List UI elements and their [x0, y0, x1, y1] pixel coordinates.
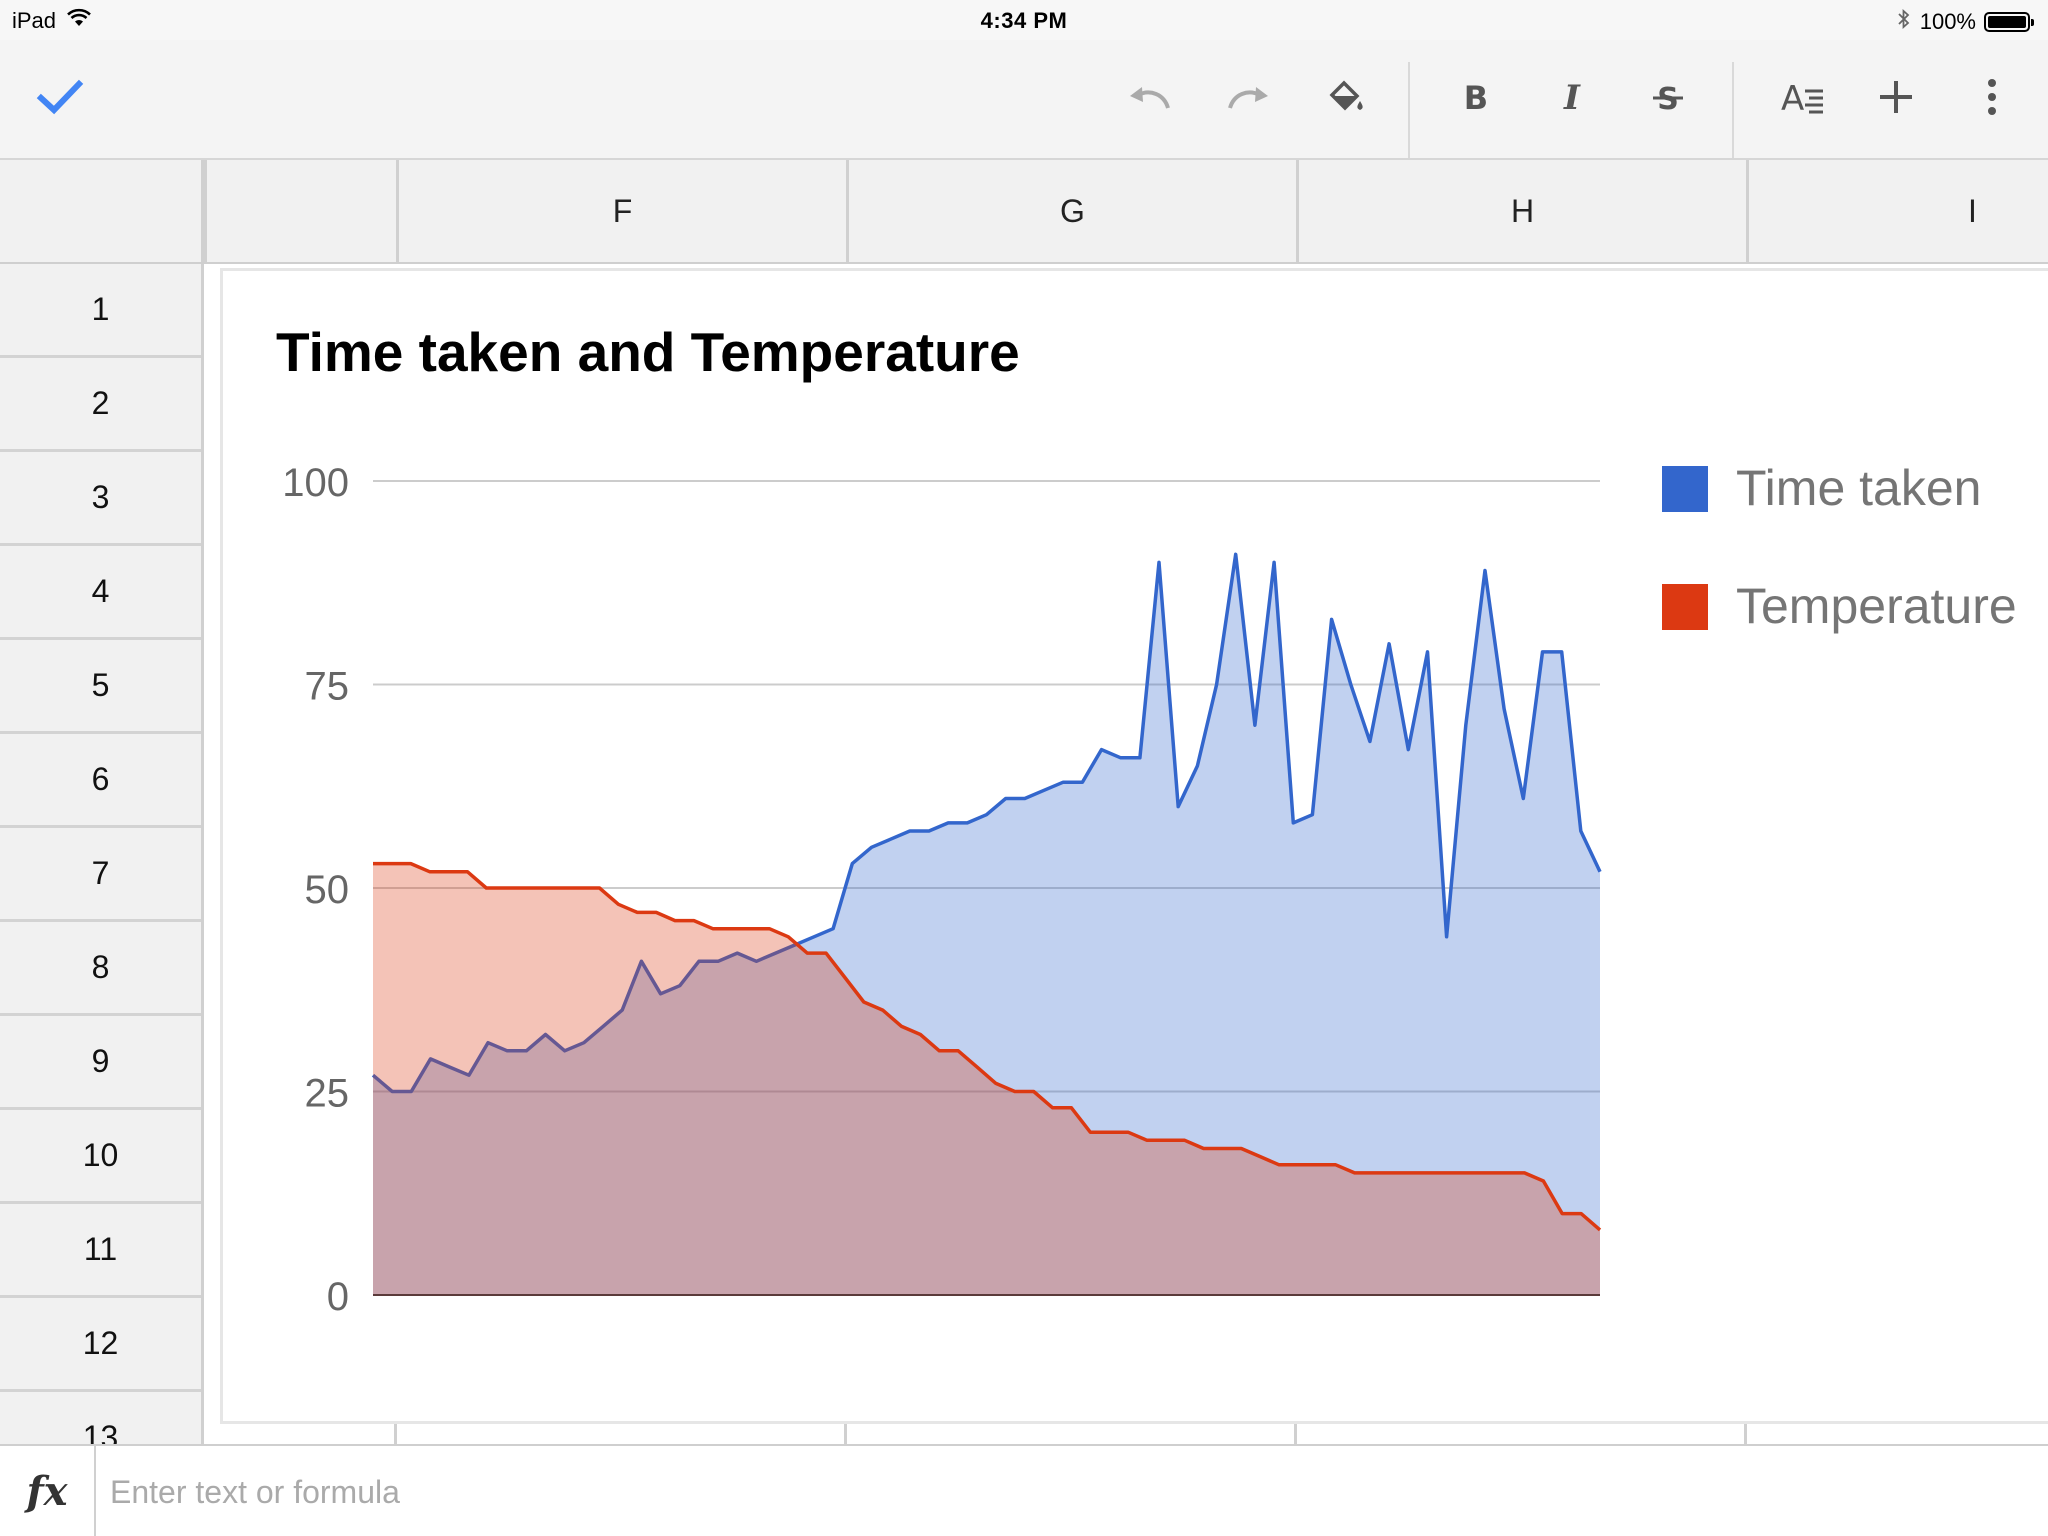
device-name: iPad — [12, 8, 57, 33]
legend-label: Time taken — [1736, 460, 1981, 516]
chart-title: Time taken and Temperature — [276, 321, 1020, 383]
y-tick-label: 75 — [305, 665, 350, 709]
legend-label: Temperature — [1736, 578, 2017, 634]
column-header: F G H I — [0, 160, 2048, 264]
wifi-icon — [66, 8, 92, 34]
status-right: 100% — [1896, 8, 2034, 36]
battery-icon — [1984, 12, 2034, 32]
add-icon — [1877, 78, 1915, 121]
redo-button[interactable] — [1208, 40, 1288, 158]
y-tick-label: 50 — [305, 868, 350, 912]
svg-text:I: I — [1563, 79, 1581, 115]
series-area-time-taken — [373, 554, 1600, 1295]
text-format-button[interactable]: A — [1762, 40, 1842, 158]
strikethrough-icon: S — [1650, 79, 1686, 120]
row-header-2[interactable]: 2 — [0, 358, 201, 452]
grid-line — [394, 1420, 397, 1444]
bold-button[interactable]: B — [1436, 40, 1516, 158]
grid-line — [1294, 1420, 1297, 1444]
undo-icon — [1126, 82, 1174, 117]
row-header-9[interactable]: 9 — [0, 1016, 201, 1110]
svg-text:B: B — [1464, 79, 1488, 115]
fx-icon: fx — [0, 1446, 96, 1536]
toolbar-divider — [1732, 62, 1734, 158]
battery-percent: 100% — [1919, 9, 1976, 34]
chart-container[interactable] — [220, 268, 2048, 1424]
chart-plot: 0 25 50 75 100 Time taken Temperature — [282, 460, 2017, 1319]
done-button[interactable] — [20, 40, 100, 158]
column-header-i[interactable]: I — [1746, 160, 2048, 262]
clock: 4:34 PM — [980, 8, 1068, 33]
fill-color-button[interactable] — [1306, 40, 1386, 158]
series-area-temperature — [373, 863, 1600, 1295]
column-header-h[interactable]: H — [1296, 160, 1746, 262]
fill-color-icon — [1326, 79, 1366, 120]
select-all-corner[interactable] — [0, 160, 204, 262]
battery-fill — [1988, 16, 2026, 28]
row-header-13[interactable]: 13 — [0, 1392, 201, 1444]
row-header-5[interactable]: 5 — [0, 640, 201, 734]
y-tick-label: 0 — [327, 1275, 349, 1319]
status-bar: iPad 4:34 PM 100% — [0, 0, 2048, 40]
formula-input[interactable] — [108, 1466, 2012, 1518]
y-tick-label: 25 — [305, 1072, 350, 1116]
more-options-button[interactable] — [1952, 40, 2032, 158]
row-header-3[interactable]: 3 — [0, 452, 201, 546]
bold-icon: B — [1458, 79, 1494, 120]
grid-line — [1744, 1420, 1747, 1444]
text-format-icon: A — [1779, 77, 1825, 122]
italic-button[interactable]: I — [1532, 40, 1612, 158]
grid-line — [844, 1420, 847, 1444]
column-header-partial[interactable] — [204, 160, 396, 262]
y-tick-label: 100 — [282, 461, 349, 505]
row-header-12[interactable]: 12 — [0, 1298, 201, 1392]
row-header-1[interactable]: 1 — [0, 264, 201, 358]
row-header-4[interactable]: 4 — [0, 546, 201, 640]
redo-icon — [1224, 82, 1272, 117]
row-header-10[interactable]: 10 — [0, 1110, 201, 1204]
undo-button[interactable] — [1110, 40, 1190, 158]
bluetooth-icon — [1896, 8, 1912, 36]
add-button[interactable] — [1856, 40, 1936, 158]
toolbar: B I S A — [0, 40, 2048, 160]
legend-swatch — [1662, 466, 1708, 512]
row-header: 1 2 3 4 5 6 7 8 9 10 11 12 13 — [0, 264, 204, 1444]
column-header-f[interactable]: F — [396, 160, 846, 262]
row-header-7[interactable]: 7 — [0, 828, 201, 922]
italic-icon: I — [1554, 78, 1590, 120]
more-vert-icon — [1986, 78, 1998, 121]
checkmark-icon — [36, 77, 84, 122]
row-header-6[interactable]: 6 — [0, 734, 201, 828]
column-header-g[interactable]: G — [846, 160, 1296, 262]
legend-swatch — [1662, 584, 1708, 630]
status-left: iPad — [12, 8, 92, 34]
series-line-time-taken — [371, 552, 1602, 1094]
series-line-temperature — [373, 861, 1602, 1232]
row-header-11[interactable]: 11 — [0, 1204, 201, 1298]
toolbar-divider — [1408, 62, 1410, 158]
formula-bar: fx — [0, 1444, 2048, 1536]
svg-text:A: A — [1781, 79, 1804, 117]
row-header-8[interactable]: 8 — [0, 922, 201, 1016]
strikethrough-button[interactable]: S — [1628, 40, 1708, 158]
